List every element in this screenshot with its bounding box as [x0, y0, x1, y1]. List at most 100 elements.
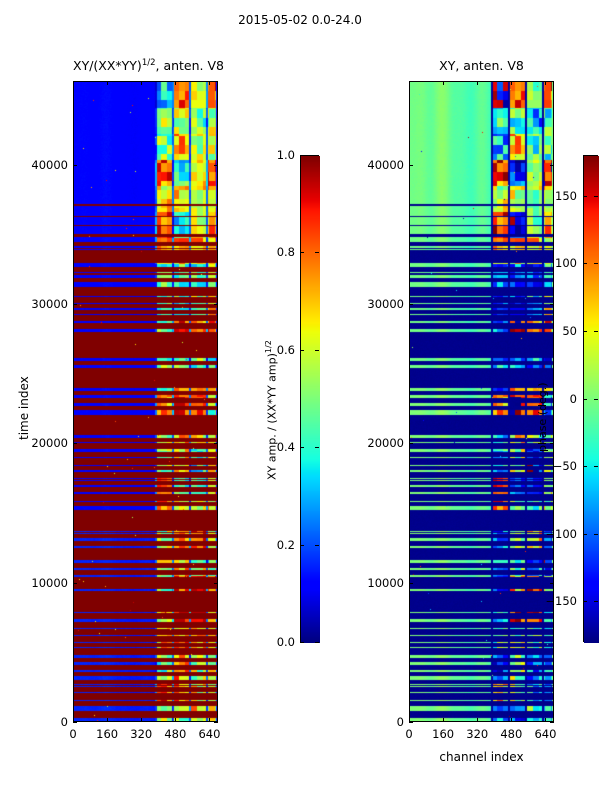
- left-x-tick-top-0: [73, 81, 74, 85]
- left-y-ticklabel-20000: 20000: [31, 436, 68, 451]
- left-y-tick-right-10000: [214, 582, 218, 584]
- left-x-tick-top-480: [175, 81, 177, 85]
- right-y-tick-right-10000: [550, 582, 554, 584]
- left-y-tick-right-40000: [214, 164, 218, 166]
- right-y-tick-30000: [409, 303, 413, 305]
- left-colorbar-tick-0.4: [300, 447, 304, 449]
- left-x-ticklabel-320: 320: [130, 727, 153, 741]
- right-x-ticklabel-0: 0: [405, 727, 413, 741]
- right-x-tick-top-480: [511, 81, 513, 85]
- left-colorbar-ticklabel-0.0: 0.0: [276, 635, 295, 649]
- right-y-ticklabel-0: 0: [396, 715, 404, 729]
- right-x-tick-320: [477, 718, 479, 722]
- left-colorbar-ticklabel-1.0: 1.0: [276, 148, 295, 162]
- right-heatmap-axes[interactable]: [409, 81, 554, 722]
- right-x-tick-160: [443, 718, 445, 722]
- right-colorbar-tick-r-0: [594, 398, 598, 400]
- left-y-tick-30000: [73, 303, 77, 305]
- right-colorbar-tick--50: [583, 466, 587, 468]
- left-colorbar-tick-r-0.6: [315, 349, 319, 351]
- right-x-tick-top-320: [477, 81, 479, 85]
- left-x-tick-320: [141, 718, 143, 722]
- right-y-ticklabel-10000: 10000: [367, 575, 404, 590]
- right-x-ticklabel-640: 640: [534, 727, 557, 741]
- right-colorbar-tick-0: [583, 398, 587, 400]
- left-x-tick-0: [73, 718, 74, 722]
- left-colorbar-tick-0.2: [300, 544, 304, 546]
- right-x-tick-top-0: [409, 81, 410, 85]
- right-heatmap-image: [410, 82, 553, 721]
- right-colorbar-tick-150: [583, 195, 587, 197]
- left-colorbar-ticklabel-0.4: 0.4: [276, 440, 295, 455]
- left-y-tick-40000: [73, 164, 77, 166]
- left-title-main: XY/(XX*YY): [73, 58, 142, 74]
- right-y-tick-0: [409, 722, 413, 723]
- left-colorbar-ticklabel-0.2: 0.2: [276, 537, 295, 552]
- right-colorbar-tick-100: [583, 263, 587, 265]
- right-x-ticklabel-480: 480: [500, 727, 523, 741]
- left-y-tick-0: [73, 722, 77, 723]
- right-colorbar-ticklabel--100: −100: [545, 526, 577, 541]
- left-colorbar[interactable]: [300, 155, 320, 643]
- right-x-tick-480: [511, 718, 513, 722]
- left-colorbar-tick-r-0.8: [315, 252, 319, 254]
- right-colorbar-tick-r-150: [594, 195, 598, 197]
- right-y-tick-right-30000: [550, 303, 554, 305]
- left-x-tick-top-160: [107, 81, 109, 85]
- left-x-ticklabel-0: 0: [69, 727, 77, 741]
- right-colorbar-ticklabel--150: −150: [545, 594, 577, 609]
- right-colorbar-tick-r--150: [594, 601, 598, 603]
- left-y-ticklabel-0: 0: [60, 715, 68, 729]
- right-x-tick-top-160: [443, 81, 445, 85]
- left-x-tick-top-640: [209, 81, 211, 85]
- left-colorbar-gradient: [301, 156, 320, 643]
- left-heatmap-image: [74, 82, 217, 721]
- left-colorbar-tick-r-0.0: [315, 642, 319, 643]
- right-colorbar-ticklabel--50: −50: [552, 459, 577, 474]
- right-colorbar-ticklabel-100: 100: [555, 256, 577, 271]
- right-colorbar-tick-r--50: [594, 466, 598, 468]
- left-y-ticklabel-40000: 40000: [31, 157, 68, 172]
- left-heatmap-axes[interactable]: [73, 81, 218, 722]
- right-colorbar-tick--150: [583, 601, 587, 603]
- right-x-axis-label: channel index: [439, 750, 524, 764]
- right-y-tick-10000: [409, 582, 413, 584]
- right-colorbar-ticklabel-0: 0: [569, 391, 577, 406]
- right-colorbar-tick-r-50: [594, 330, 598, 332]
- left-y-ticklabel-10000: 10000: [31, 575, 68, 590]
- right-panel-title: XY, anten. V8: [439, 58, 524, 73]
- right-y-ticklabel-30000: 30000: [367, 296, 404, 311]
- left-y-ticklabel-30000: 30000: [31, 296, 68, 311]
- right-colorbar-tick-r-100: [594, 263, 598, 265]
- left-colorbar-tick-0.0: [300, 642, 304, 643]
- left-colorbar-tick-r-1.0: [315, 155, 319, 156]
- left-colorbar-tick-0.6: [300, 349, 304, 351]
- right-colorbar-tick--100: [583, 533, 587, 535]
- left-colorbar-tick-r-0.2: [315, 544, 319, 546]
- right-y-tick-right-20000: [550, 443, 554, 445]
- right-colorbar-ticklabel-150: 150: [555, 188, 577, 203]
- left-y-axis-label: time index: [17, 376, 31, 440]
- left-y-tick-right-30000: [214, 303, 218, 305]
- left-y-tick-10000: [73, 582, 77, 584]
- left-x-ticklabel-480: 480: [164, 727, 187, 741]
- left-colorbar-title-main: XY amp. / (XX*YY amp): [265, 353, 279, 480]
- right-x-tick-0: [409, 718, 410, 722]
- left-x-ticklabel-640: 640: [198, 727, 221, 741]
- left-title-suffix: , anten. V8: [155, 58, 225, 74]
- left-title-exponent: 1/2: [141, 58, 156, 68]
- right-y-tick-right-0: [550, 722, 554, 723]
- right-colorbar-ticklabel-50: 50: [562, 323, 577, 338]
- left-y-tick-right-0: [214, 722, 218, 723]
- left-x-ticklabel-160: 160: [96, 727, 119, 741]
- left-y-tick-20000: [73, 443, 77, 445]
- left-x-tick-top-320: [141, 81, 143, 85]
- left-y-tick-right-20000: [214, 443, 218, 445]
- right-colorbar-tick-r--100: [594, 533, 598, 535]
- right-colorbar-gradient: [584, 156, 599, 643]
- left-x-tick-160: [107, 718, 109, 722]
- right-x-tick-640: [545, 718, 547, 722]
- right-y-ticklabel-40000: 40000: [367, 157, 404, 172]
- left-colorbar-tick-r-0.4: [315, 447, 319, 449]
